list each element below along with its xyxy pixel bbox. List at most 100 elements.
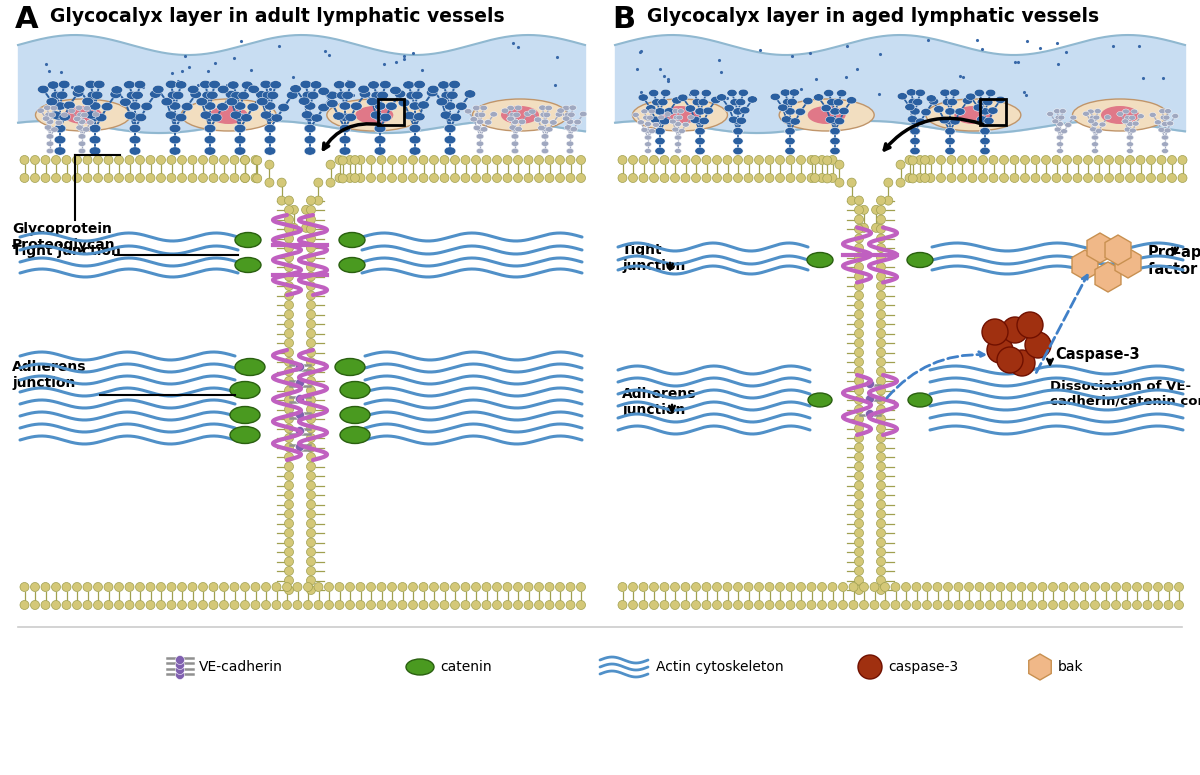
Circle shape — [722, 174, 732, 182]
Ellipse shape — [906, 89, 917, 96]
Circle shape — [691, 156, 701, 164]
Polygon shape — [1072, 250, 1098, 280]
Ellipse shape — [271, 114, 282, 122]
Ellipse shape — [289, 84, 301, 93]
Ellipse shape — [733, 108, 743, 115]
Ellipse shape — [701, 89, 712, 97]
Ellipse shape — [340, 232, 365, 247]
Ellipse shape — [268, 91, 278, 99]
Ellipse shape — [541, 141, 548, 146]
Ellipse shape — [54, 102, 66, 110]
Ellipse shape — [821, 105, 832, 112]
Circle shape — [556, 174, 564, 182]
Ellipse shape — [379, 81, 391, 89]
Ellipse shape — [166, 111, 176, 119]
Ellipse shape — [355, 106, 394, 124]
Ellipse shape — [42, 116, 50, 121]
Circle shape — [306, 462, 316, 471]
Circle shape — [890, 583, 900, 591]
Ellipse shape — [644, 129, 652, 133]
Circle shape — [1038, 583, 1046, 591]
Ellipse shape — [248, 85, 259, 94]
Circle shape — [876, 272, 886, 281]
Ellipse shape — [37, 108, 44, 113]
Ellipse shape — [785, 128, 796, 135]
Ellipse shape — [638, 94, 648, 102]
Circle shape — [775, 174, 785, 182]
Ellipse shape — [390, 86, 401, 95]
Ellipse shape — [950, 118, 960, 125]
Circle shape — [576, 583, 586, 591]
Circle shape — [775, 156, 785, 164]
Circle shape — [335, 174, 344, 182]
Circle shape — [284, 433, 294, 443]
Circle shape — [817, 601, 827, 609]
Circle shape — [338, 174, 347, 183]
Ellipse shape — [568, 112, 575, 118]
Ellipse shape — [340, 113, 350, 122]
Circle shape — [854, 471, 864, 480]
Ellipse shape — [674, 135, 682, 140]
Ellipse shape — [781, 115, 792, 123]
Circle shape — [916, 156, 924, 164]
Circle shape — [284, 281, 294, 291]
Circle shape — [965, 583, 973, 591]
Text: Tight junction: Tight junction — [12, 244, 121, 258]
Circle shape — [284, 576, 294, 585]
Ellipse shape — [1092, 149, 1098, 153]
Circle shape — [876, 547, 886, 556]
Circle shape — [293, 583, 302, 591]
Ellipse shape — [305, 102, 316, 110]
Circle shape — [912, 601, 922, 609]
Ellipse shape — [340, 407, 370, 423]
Circle shape — [482, 601, 491, 609]
Ellipse shape — [733, 137, 743, 145]
Circle shape — [503, 583, 512, 591]
Circle shape — [146, 583, 155, 591]
Ellipse shape — [644, 142, 652, 146]
Ellipse shape — [371, 91, 383, 100]
Circle shape — [94, 601, 102, 609]
Ellipse shape — [54, 102, 66, 110]
Ellipse shape — [340, 381, 370, 398]
Ellipse shape — [733, 128, 743, 135]
Ellipse shape — [247, 103, 259, 111]
Circle shape — [284, 443, 294, 452]
Circle shape — [198, 601, 208, 609]
Ellipse shape — [688, 115, 695, 120]
Ellipse shape — [1162, 122, 1169, 126]
Circle shape — [978, 174, 988, 182]
Circle shape — [629, 174, 637, 182]
Circle shape — [854, 538, 864, 547]
Circle shape — [284, 310, 294, 319]
Ellipse shape — [64, 106, 102, 124]
Circle shape — [835, 178, 844, 187]
Circle shape — [314, 178, 323, 187]
Circle shape — [178, 601, 186, 609]
Circle shape — [104, 174, 113, 182]
Circle shape — [722, 156, 732, 164]
Circle shape — [52, 601, 60, 609]
Circle shape — [114, 156, 124, 164]
Circle shape — [492, 174, 502, 182]
Circle shape — [301, 223, 311, 232]
Circle shape — [797, 174, 805, 182]
Ellipse shape — [556, 112, 563, 117]
Circle shape — [419, 174, 428, 182]
Circle shape — [854, 424, 864, 433]
Ellipse shape — [540, 112, 547, 117]
Ellipse shape — [506, 105, 515, 111]
Circle shape — [854, 443, 864, 452]
Ellipse shape — [234, 124, 246, 133]
Ellipse shape — [241, 114, 252, 122]
Circle shape — [682, 583, 690, 591]
Ellipse shape — [169, 124, 181, 133]
Circle shape — [251, 156, 260, 164]
Ellipse shape — [658, 115, 665, 120]
Ellipse shape — [944, 128, 955, 135]
Ellipse shape — [210, 114, 222, 122]
Circle shape — [1136, 174, 1145, 182]
Circle shape — [854, 529, 864, 538]
Circle shape — [876, 319, 886, 329]
Ellipse shape — [1052, 119, 1058, 124]
